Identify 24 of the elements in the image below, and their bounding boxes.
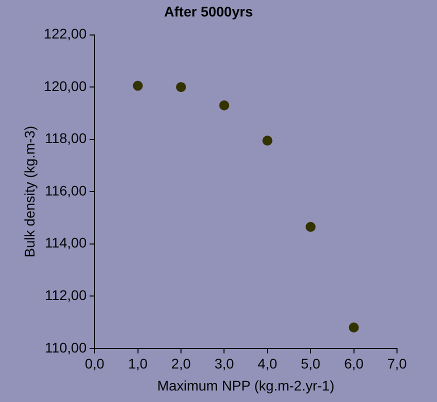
y-tick-label: 116,00 (44, 182, 87, 198)
y-tick-label: 114,00 (44, 234, 87, 251)
point (348, 322, 359, 332)
x-tick-label: 6,0 (344, 356, 364, 372)
point (176, 82, 186, 92)
x-axis-title: Maximum NPP (kg.m-2.yr-1) (157, 377, 334, 394)
y-tick-label: 122,00 (44, 26, 87, 42)
point (219, 100, 230, 110)
x-tick-label: 3,0 (214, 356, 234, 372)
y-axis-title: Bulk density (kg.m-3) (21, 126, 38, 258)
x-tick-label: 5,0 (300, 356, 321, 372)
y-tick-label: 120,00 (44, 78, 87, 94)
x-tick-label: 2,0 (171, 356, 191, 372)
x-tick-label: 7,0 (387, 356, 407, 372)
point (262, 136, 272, 146)
point (306, 222, 316, 232)
x-tick-label: 1,0 (128, 356, 148, 372)
point (132, 80, 143, 91)
chart-title: After 5000yrs (164, 3, 254, 20)
y-tick-label: 110,00 (44, 339, 87, 356)
x-tick-label: 4,0 (258, 356, 278, 372)
x-tick-label: 0,0 (84, 356, 105, 372)
y-tick-label: 112,00 (44, 286, 87, 303)
y-tick-label: 118,00 (44, 130, 87, 146)
